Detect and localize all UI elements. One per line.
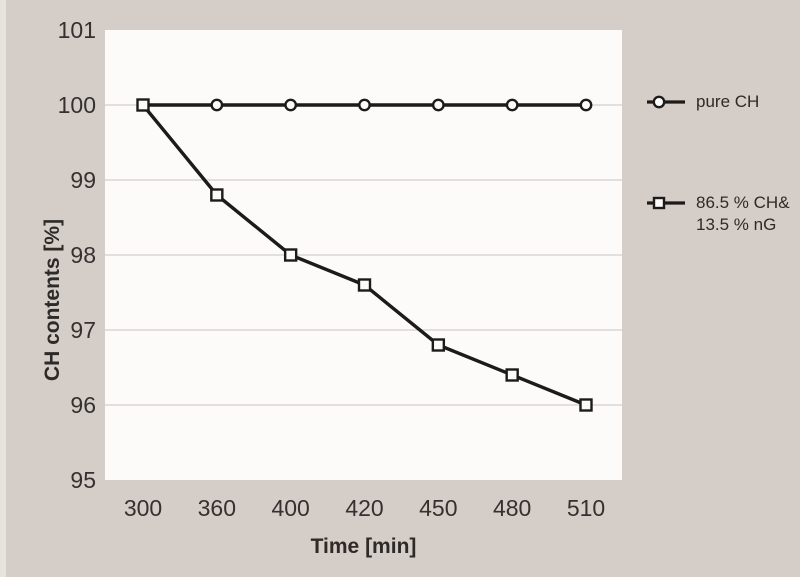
marker-circle-420 [358,98,371,112]
x-tick-label-420: 420 [345,495,384,521]
y-tick-label-100: 100 [57,92,96,118]
scan-edge-strip [0,0,6,577]
x-tick-label-360: 360 [197,495,237,521]
y-tick-label-98: 98 [70,242,96,268]
y-tick-label-95: 95 [70,467,96,493]
legend-label-mixture: 86.5 % CH& 13.5 % nG [696,192,790,236]
legend-entry-pure-ch: pure CH [645,91,759,113]
x-tick-label-450: 450 [419,495,458,521]
legend-label-mixture-line2: 13.5 % nG [696,215,777,234]
x-tick-label-300: 300 [123,495,163,521]
x-axis-title: Time [min] [310,535,417,558]
marker-circle-480 [505,98,519,112]
legend-entry-mixture: 86.5 % CH& 13.5 % nG [645,192,790,236]
marker-square-420 [357,278,372,292]
legend-label-mixture-line1: 86.5 % CH& [696,193,790,212]
marker-square-400 [283,248,298,262]
legend-circle-marker-icon [647,95,685,109]
marker-square-360 [210,188,224,202]
y-tick-label-99: 99 [70,167,96,193]
x-tick-label-510: 510 [566,495,606,521]
y-tick-label-96: 96 [70,392,96,418]
legend-label-pure-ch: pure CH [696,92,760,111]
line-chart-canvas [105,98,622,412]
x-tick-label-480: 480 [492,495,532,521]
marker-circle-510 [579,98,593,112]
marker-square-510 [579,398,593,412]
y-tick-label-97: 97 [70,317,96,343]
plot-area [105,30,622,480]
x-tick-label-400: 400 [271,495,310,521]
y-tick-label-101: 101 [57,17,96,43]
marker-square-480 [505,368,519,382]
marker-circle-360 [210,98,224,112]
legend-square-marker-icon [647,196,685,210]
marker-circle-400 [284,98,298,112]
marker-square-450 [431,338,446,352]
marker-circle-450 [431,98,445,112]
marker-square-300 [136,98,150,112]
